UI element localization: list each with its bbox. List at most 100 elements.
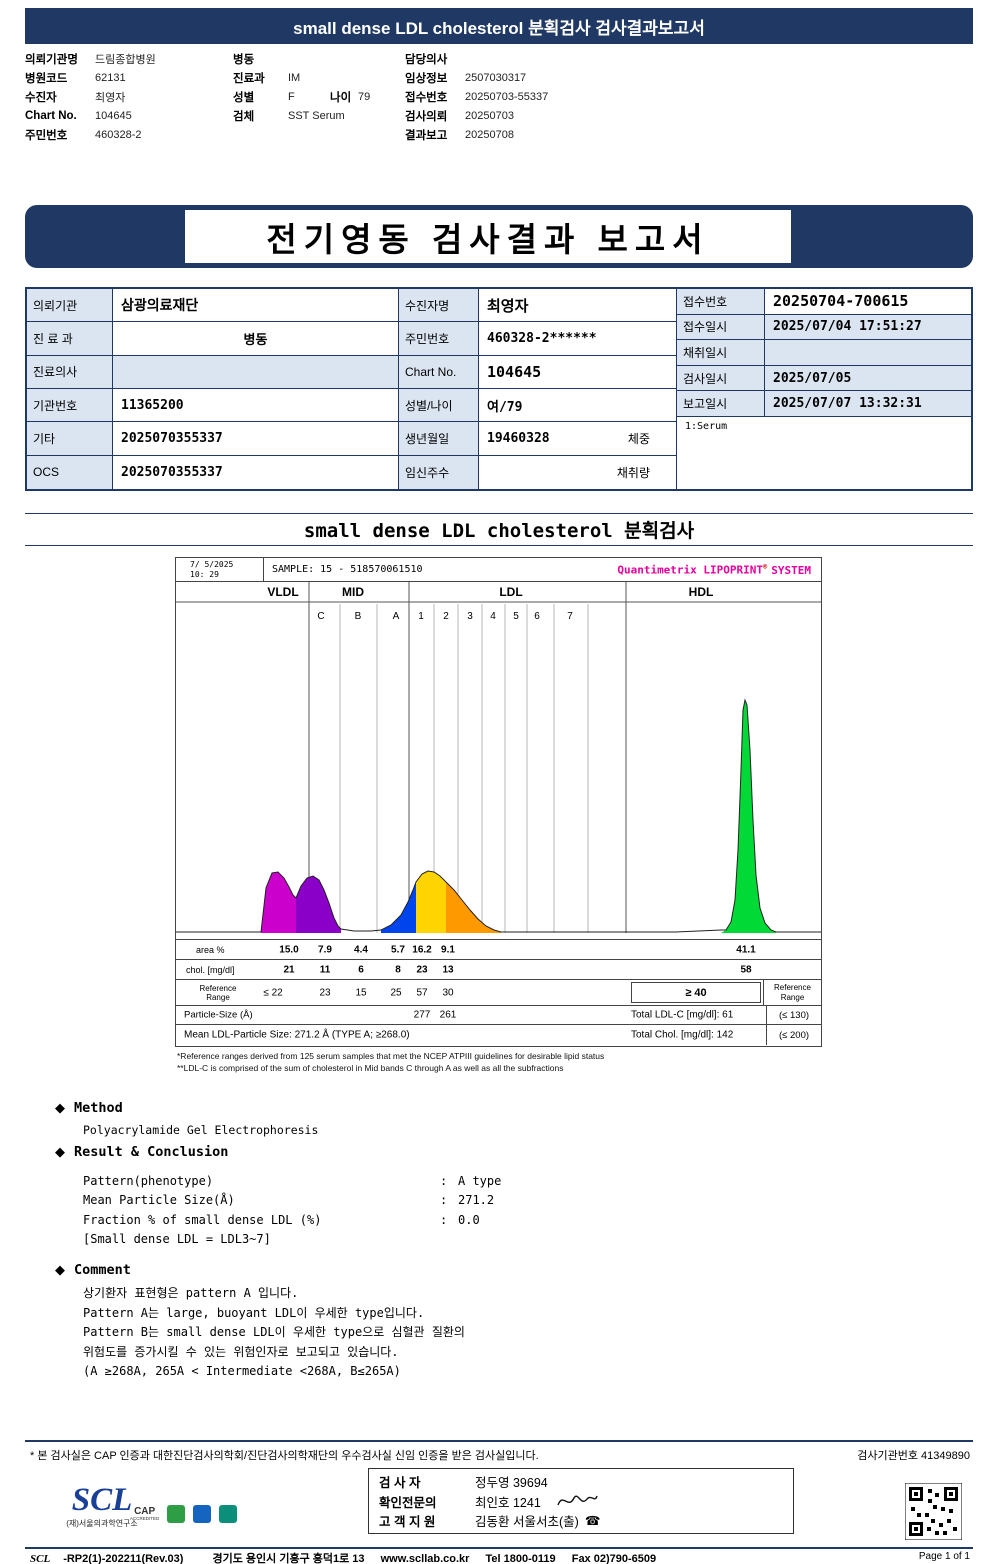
- staff-value: 정두영 39694: [475, 1476, 548, 1491]
- field-label: 성별/나이: [399, 388, 479, 423]
- table-row: 임신주수 채취량: [399, 455, 676, 489]
- area-value: 4.4: [354, 944, 368, 955]
- field-row: 검사의뢰 20250703: [405, 106, 548, 125]
- lipoprint-brand: Quantimetrix LIPOPRINT® SYSTEM: [617, 558, 821, 581]
- field-label: 주민번호: [399, 322, 479, 356]
- row-label-right: Reference Range: [763, 980, 821, 1005]
- field-label: 진료과: [233, 73, 265, 86]
- cholesterol-row: chol. [mg/dl] 21 11 6 8 23 13 58: [176, 959, 821, 979]
- field-value: 104645: [479, 356, 676, 389]
- field-label: 병원코드: [25, 73, 68, 86]
- comment-block: 상기환자 표현형은 pattern A 입니다. Pattern A는 larg…: [83, 1284, 465, 1382]
- field-sublabel: 채취량: [616, 465, 650, 480]
- field-value: 20250708: [465, 128, 514, 141]
- field-label: 병동: [233, 54, 255, 67]
- field-label: 진 료 과: [27, 322, 113, 356]
- chol-value: 6: [358, 964, 364, 975]
- field-row: 접수번호 20250703-55337: [405, 88, 548, 107]
- band-label: 4: [490, 611, 496, 622]
- band-label: 1: [418, 611, 424, 622]
- banner-title: 전기영동 검사결과 보고서: [266, 220, 710, 258]
- chart-sample-id: SAMPLE: 15 - 518570061510: [272, 564, 423, 575]
- row-label: Particle-Size (Å): [184, 1009, 253, 1021]
- field-value: 2507030317: [465, 72, 527, 85]
- field-row: 담당의사: [405, 50, 548, 69]
- comment-line: 상기환자 표현형은 pattern A 입니다.: [83, 1286, 299, 1300]
- ref-value: 23: [319, 987, 331, 998]
- field-value: SST Serum: [288, 109, 345, 122]
- field-value: 2025070355337: [121, 464, 223, 480]
- section-divider: [25, 545, 973, 546]
- field-label: 수진자: [25, 91, 57, 104]
- ref-value: 15: [355, 987, 367, 998]
- staff-label: 검 사 자: [379, 1476, 421, 1491]
- staff-row: 검 사 자 정두영 39694: [379, 1472, 783, 1492]
- brand-suffix: SYSTEM: [771, 563, 811, 577]
- patient-info-col1: 의뢰기관명 드림종합병원 병원코드 62131 수진자 최영자 Chart No. 10…: [25, 50, 156, 144]
- region-label: HDL: [689, 585, 714, 599]
- field-label: 결과보고: [405, 129, 448, 142]
- field-value: [765, 340, 971, 366]
- field-row: 수진자 최영자: [25, 88, 156, 107]
- cap-logo-text: CAP: [134, 1505, 156, 1517]
- field-label: 담당의사: [405, 54, 448, 67]
- staff-value: 김동환 서울서초(출): [475, 1515, 579, 1530]
- field-value: 62131: [95, 72, 126, 85]
- certification-logos: CAP ACCREDITED: [130, 1505, 238, 1523]
- order-info-right: 접수번호 20250704-700615 접수일시 2025/07/04 17:51…: [677, 289, 971, 489]
- brand-text: Quantimetrix LIPOPRINT: [617, 563, 764, 577]
- field-label: 검체: [233, 110, 255, 123]
- field-value: 104645: [95, 109, 132, 122]
- field-value: 79: [358, 90, 371, 103]
- comment-title: Comment: [74, 1262, 131, 1278]
- field-row: 검체 SST Serum: [233, 106, 370, 125]
- row-label: area %: [196, 944, 225, 955]
- field-label: 검사일시: [677, 365, 765, 392]
- mid-peak: [296, 876, 341, 933]
- row-label-line: Reference: [199, 983, 237, 993]
- comment-heading: ◆ Comment: [55, 1262, 131, 1278]
- field-label: 기타: [27, 422, 113, 456]
- staff-label: 확인전문의: [379, 1495, 437, 1510]
- reference-range-row: Reference Range ≤ 22 23 15 25 57 30 ≥ 40…: [176, 979, 821, 1005]
- field-label: 보고일시: [677, 391, 765, 417]
- comment-line: (A ≥268A, 265A < Intermediate <268A, B≤2…: [83, 1364, 401, 1378]
- chol-value: 13: [442, 964, 454, 975]
- field-row: 주민번호 460328-2: [25, 125, 156, 144]
- total-ldl-c-ref: (≤ 130): [766, 1006, 821, 1024]
- particle-value: 277: [413, 1009, 431, 1021]
- electrophoresis-plot: VLDL MID LDL HDL C B A 1 2 3 4 5 6 7: [176, 582, 821, 933]
- field-row: Chart No. 104645: [25, 106, 156, 125]
- page-number: Page 1 of 1: [918, 1551, 970, 1562]
- chart-date: 7/ 5/2025: [190, 560, 234, 569]
- field-row: 임상정보 2507030317: [405, 69, 548, 88]
- lab-tel: Tel 1800-0119: [485, 1553, 556, 1564]
- section-title: small dense LDL cholesterol 분획검사: [303, 520, 695, 542]
- ref-value: 57: [416, 987, 428, 998]
- field-value: 최영자: [479, 289, 676, 323]
- table-row: 성별/나이 여/79: [399, 388, 676, 423]
- field-label: Chart No.: [399, 355, 479, 389]
- result-separator: :: [440, 1212, 448, 1227]
- band-label: A: [393, 611, 400, 622]
- result-label: Mean Particle Size(Å): [83, 1193, 235, 1208]
- document-code-brand: SCL: [30, 1553, 51, 1564]
- field-value: 여/79: [479, 389, 676, 423]
- staff-row: 확인전문의 최인호 1241: [379, 1492, 783, 1512]
- table-row: 기타 2025070355337: [27, 422, 398, 456]
- mid-a-segment: [381, 882, 416, 933]
- cert-logo-icon: [167, 1505, 186, 1523]
- order-info-left: 의뢰기관 삼광의료재단 진 료 과 병동 진료의사 기관번호 11365200 기타 2…: [27, 289, 399, 489]
- field-value: 삼광의료재단: [113, 289, 398, 323]
- certification-note: * 본 검사실은 CAP 인증과 대한진단검사의학회/진단검사의학재단의 우수검…: [30, 1450, 539, 1462]
- result-rows: Pattern(phenotype): A type Mean Particle …: [83, 1171, 501, 1249]
- field-value: 채취량: [479, 456, 676, 489]
- total-ldl-c: Total LDL-C [mg/dl]: 61: [631, 1009, 734, 1021]
- field-sublabel: 체중: [627, 431, 650, 446]
- ldl1-peak: [416, 871, 446, 933]
- chol-value: 21: [283, 964, 295, 975]
- table-row: 보고일시 2025/07/07 13:32:31: [677, 391, 971, 417]
- table-row: 주민번호 460328-2******: [399, 322, 676, 356]
- result-value: 271.2: [458, 1193, 495, 1208]
- chart-time: 10: 29: [190, 570, 219, 579]
